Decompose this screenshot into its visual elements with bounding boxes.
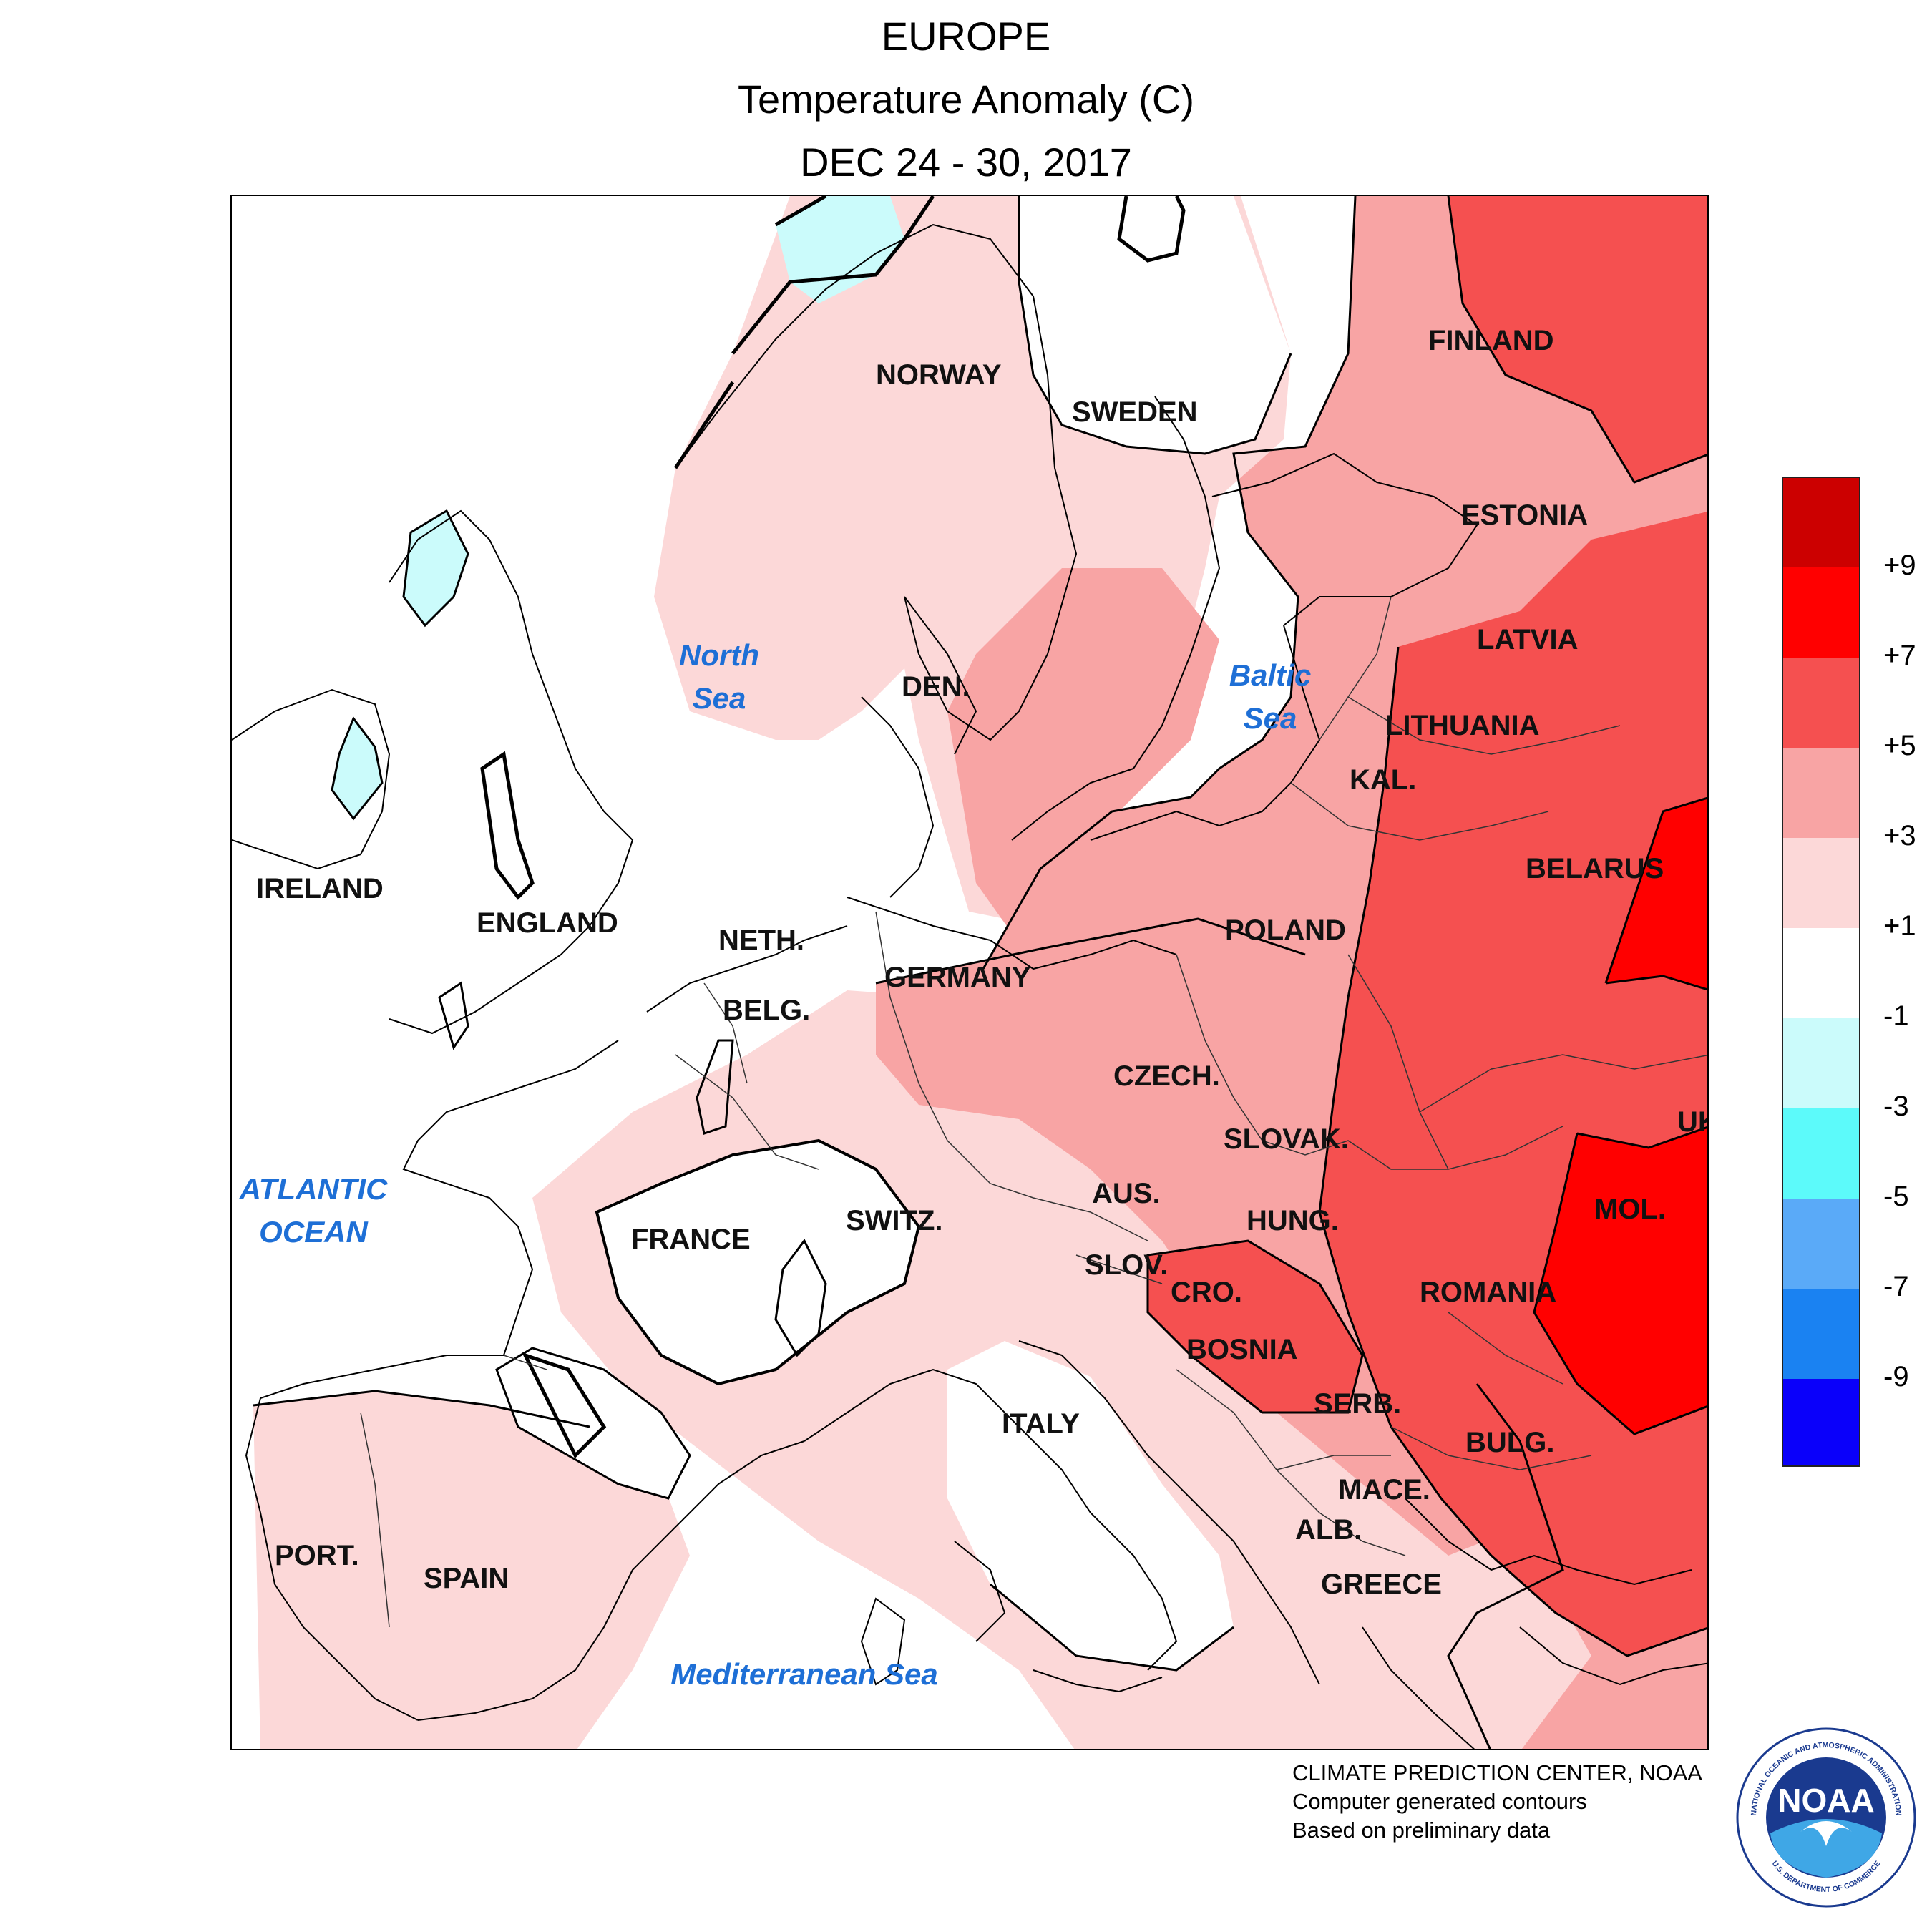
label-baltic-sea: Baltic Sea <box>1229 658 1312 735</box>
noaa-logo: NOAA NATIONAL OCEANIC AND ATMOSPHERIC AD… <box>1736 1727 1916 1908</box>
map-subtitle: Temperature Anomaly (C) <box>737 77 1194 122</box>
zone-finland-plus5 <box>1448 196 1707 482</box>
label-greece: GREECE <box>1321 1568 1442 1600</box>
zone-ireland-cold <box>332 718 382 819</box>
anomaly-map: FINLAND NORWAY SWEDEN ESTONIA LATVIA DEN… <box>230 195 1709 1750</box>
label-denmark: DEN. <box>902 671 970 703</box>
legend-bin-gt9 <box>1783 478 1859 567</box>
label-france: FRANCE <box>631 1224 751 1255</box>
label-serbia: SERB. <box>1314 1388 1402 1420</box>
zone-iberia-plus1 <box>253 1391 690 1749</box>
legend-bin-7-9 <box>1783 567 1859 658</box>
legend-label: -5 <box>1883 1181 1909 1212</box>
label-norway: NORWAY <box>876 359 1002 391</box>
label-netherlands: NETH. <box>718 924 804 956</box>
legend-label: -7 <box>1883 1271 1909 1302</box>
legend-bin-m7-m5 <box>1783 1199 1859 1289</box>
zone-sweden-plus3 <box>947 568 1219 933</box>
label-north-sea: North Sea <box>679 638 759 715</box>
map-title: EUROPE <box>881 14 1051 59</box>
zone-italy-normal <box>947 1341 1234 1670</box>
zone-alps-normal <box>595 1138 921 1386</box>
label-ukraine: UK <box>1677 1106 1707 1138</box>
anomaly-map-shapes <box>232 196 1707 1749</box>
legend-bin-5-7 <box>1783 658 1859 748</box>
zone-ukraine-plus7 <box>1534 1127 1707 1434</box>
label-switzerland: SWITZ. <box>846 1205 943 1236</box>
label-moldova: MOL. <box>1594 1194 1666 1225</box>
label-kaliningrad: KAL. <box>1350 764 1417 796</box>
label-atlantic-ocean: ATLANTIC OCEAN <box>239 1172 388 1249</box>
label-croatia: CRO. <box>1171 1277 1242 1308</box>
label-poland: POLAND <box>1225 914 1346 946</box>
zone-belarus-plus7 <box>1606 798 1707 990</box>
label-lithuania: LITHUANIA <box>1385 710 1540 741</box>
coastlines <box>232 223 1707 1749</box>
label-portugal: PORT. <box>275 1540 359 1571</box>
credit-method: Computer generated contours <box>1292 1789 1587 1814</box>
label-slovenia: SLOV. <box>1085 1249 1169 1281</box>
label-romania: ROMANIA <box>1420 1277 1557 1308</box>
borders <box>360 596 1707 1628</box>
legend-label: +7 <box>1883 640 1916 671</box>
label-england: ENGLAND <box>477 907 618 939</box>
legend-colorbar <box>1782 477 1860 1467</box>
contour-lines <box>253 196 1707 1749</box>
label-austria: AUS. <box>1092 1178 1161 1209</box>
label-mediterranean-sea: Mediterranean Sea <box>670 1657 938 1691</box>
label-albania: ALB. <box>1295 1514 1362 1546</box>
legend-bin-m9-m7 <box>1783 1289 1859 1379</box>
legend-bin-3-5 <box>1783 748 1859 838</box>
label-slovakia: SLOVAK. <box>1224 1123 1349 1155</box>
label-hungary: HUNG. <box>1246 1205 1339 1236</box>
label-belarus: BELARUS <box>1526 853 1664 884</box>
zone-sweden-normal <box>1019 196 1291 454</box>
label-sweden: SWEDEN <box>1072 396 1198 428</box>
label-spain: SPAIN <box>424 1563 509 1594</box>
label-bulgaria: BULG. <box>1465 1427 1555 1458</box>
label-germany: GERMANY <box>884 962 1031 993</box>
legend-bin-m3-m1 <box>1783 1018 1859 1108</box>
label-ireland: IRELAND <box>256 873 384 904</box>
legend-bin-m1-1 <box>1783 928 1859 1018</box>
credit-agency: CLIMATE PREDICTION CENTER, NOAA <box>1292 1760 1702 1785</box>
legend-label: +1 <box>1883 910 1916 942</box>
label-bosnia: BOSNIA <box>1186 1334 1298 1365</box>
legend-label: -9 <box>1883 1361 1909 1392</box>
zone-spain-normal <box>495 1347 691 1500</box>
label-macedonia: MACE. <box>1338 1474 1430 1506</box>
credit-data-note: Based on preliminary data <box>1292 1818 1551 1843</box>
label-finland: FINLAND <box>1428 325 1554 356</box>
legend-label: +9 <box>1883 550 1916 581</box>
legend-label: -3 <box>1883 1091 1909 1122</box>
legend-label: +3 <box>1883 820 1916 852</box>
map-date-range: DEC 24 - 30, 2017 <box>800 140 1132 185</box>
zone-scotland-cold <box>404 511 468 625</box>
legend-label: +5 <box>1883 730 1916 761</box>
label-latvia: LATVIA <box>1477 624 1579 655</box>
label-italy: ITALY <box>1002 1408 1080 1440</box>
legend-label: -1 <box>1883 1000 1909 1032</box>
zone-croatia-plus5 <box>1148 1241 1362 1413</box>
legend-bin-m5-m3 <box>1783 1108 1859 1199</box>
noaa-logo-text: NOAA <box>1777 1782 1874 1819</box>
label-estonia: ESTONIA <box>1461 499 1589 531</box>
label-czech: CZECH. <box>1113 1060 1220 1092</box>
legend-bin-lt-m9 <box>1783 1379 1859 1465</box>
label-belgium: BELG. <box>723 995 811 1026</box>
legend-bin-1-3 <box>1783 838 1859 928</box>
